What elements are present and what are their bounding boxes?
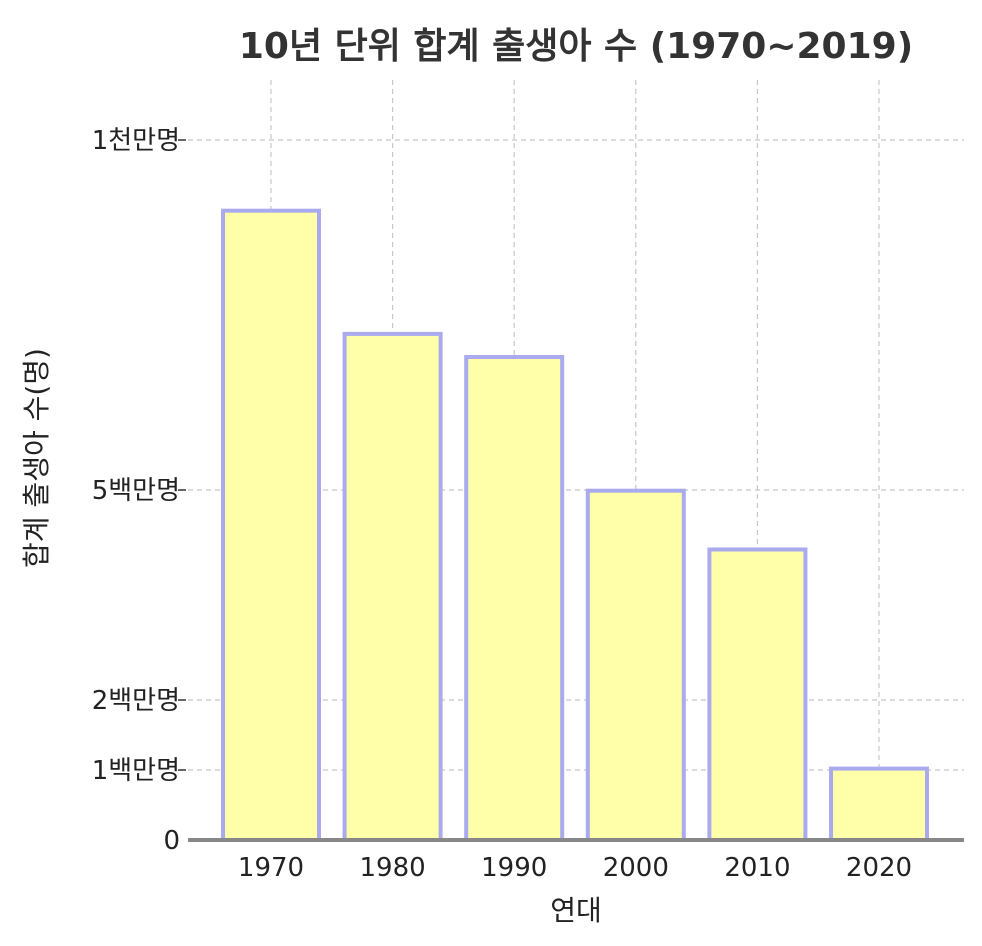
x-tick-label: 2020	[846, 853, 912, 883]
bars-layer	[221, 208, 929, 842]
x-axis-label: 연대	[550, 894, 602, 927]
bar	[342, 331, 443, 842]
x-tick-label: 1990	[481, 853, 547, 883]
y-tick-label: 1백만명	[92, 756, 180, 786]
bar	[221, 208, 321, 842]
x-tick-label: 2000	[603, 853, 669, 883]
chart-title: 10년 단위 합계 출생아 수 (1970~2019)	[239, 26, 913, 67]
x-tick-label: 1980	[360, 853, 426, 883]
y-tick-label: 1천만명	[92, 126, 180, 156]
bar	[585, 488, 686, 842]
bar	[464, 355, 565, 842]
axes-layer: 0 1백만명 2백만명 5백만명 1천만명 1970 1980 1990 2000 2010 202…	[92, 126, 964, 883]
x-tick-label: 2010	[724, 853, 790, 883]
y-axis-label: 합계 출생아 수(명)	[20, 348, 53, 568]
x-tick-label: 1970	[238, 853, 304, 883]
bar	[707, 547, 808, 842]
bar	[829, 766, 929, 842]
y-tick-label: 0	[163, 826, 180, 856]
y-tick-label: 5백만명	[92, 476, 180, 506]
y-tick-label: 2백만명	[92, 686, 180, 716]
